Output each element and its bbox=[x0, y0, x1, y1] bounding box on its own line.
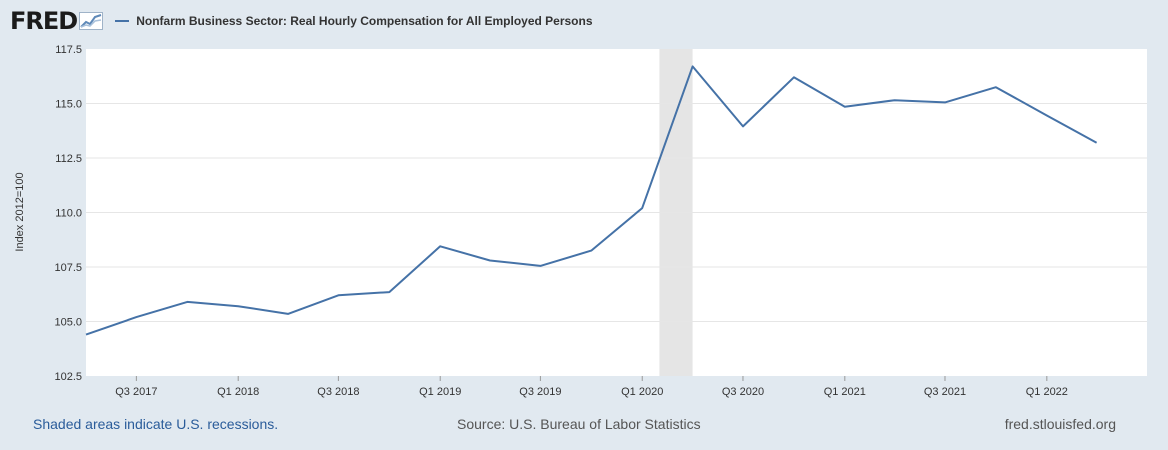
line-chart[interactable]: 102.5 105.0 107.5 110.0 112.5 115.0 117.5 Q3 2… bbox=[0, 0, 1168, 410]
x-tick-label: Q3 2017 bbox=[115, 386, 157, 398]
y-tick-label: 107.5 bbox=[54, 262, 82, 274]
x-axis-tick-labels: Q3 2017 Q1 2018 Q3 2018 Q1 2019 Q3 2019 Q1 20… bbox=[115, 376, 1068, 398]
source-note: Source: U.S. Bureau of Labor Statistics bbox=[457, 416, 701, 432]
x-tick-label: Q3 2018 bbox=[317, 386, 359, 398]
x-tick-label: Q1 2020 bbox=[621, 386, 663, 398]
recession-note: Shaded areas indicate U.S. recessions. bbox=[33, 416, 279, 432]
y-tick-label: 115.0 bbox=[55, 99, 82, 111]
trend-graph-icon bbox=[79, 12, 104, 30]
site-link[interactable]: fred.stlouisfed.org bbox=[1004, 416, 1116, 432]
y-tick-label: 117.5 bbox=[55, 44, 82, 56]
y-tick-label: 102.5 bbox=[54, 371, 82, 383]
x-tick-label: Q1 2021 bbox=[824, 386, 866, 398]
x-tick-label: Q3 2020 bbox=[722, 386, 764, 398]
legend-label: Nonfarm Business Sector: Real Hourly Com… bbox=[136, 14, 593, 28]
grid-lines bbox=[86, 103, 1147, 322]
y-axis-tick-labels: 102.5 105.0 107.5 110.0 112.5 115.0 117.5 bbox=[54, 44, 82, 383]
x-tick-label: Q1 2018 bbox=[217, 386, 259, 398]
y-tick-label: 110.0 bbox=[55, 208, 82, 220]
x-tick-label: Q3 2021 bbox=[924, 386, 966, 398]
y-tick-label: 105.0 bbox=[54, 317, 82, 329]
y-axis-label: Index 2012=100 bbox=[14, 172, 26, 251]
series-line[interactable] bbox=[85, 65, 1098, 336]
legend-swatch bbox=[115, 20, 130, 22]
x-tick-label: Q1 2022 bbox=[1026, 386, 1068, 398]
chart-header: FRED Nonfarm Business Sector: Real Hourl… bbox=[10, 6, 593, 36]
x-tick-label: Q3 2019 bbox=[519, 386, 561, 398]
logo-text: FRED bbox=[10, 7, 78, 35]
x-tick-label: Q1 2019 bbox=[419, 386, 461, 398]
y-tick-label: 112.5 bbox=[55, 153, 82, 165]
chart-legend[interactable]: Nonfarm Business Sector: Real Hourly Com… bbox=[115, 14, 593, 28]
fred-logo[interactable]: FRED bbox=[10, 7, 104, 35]
